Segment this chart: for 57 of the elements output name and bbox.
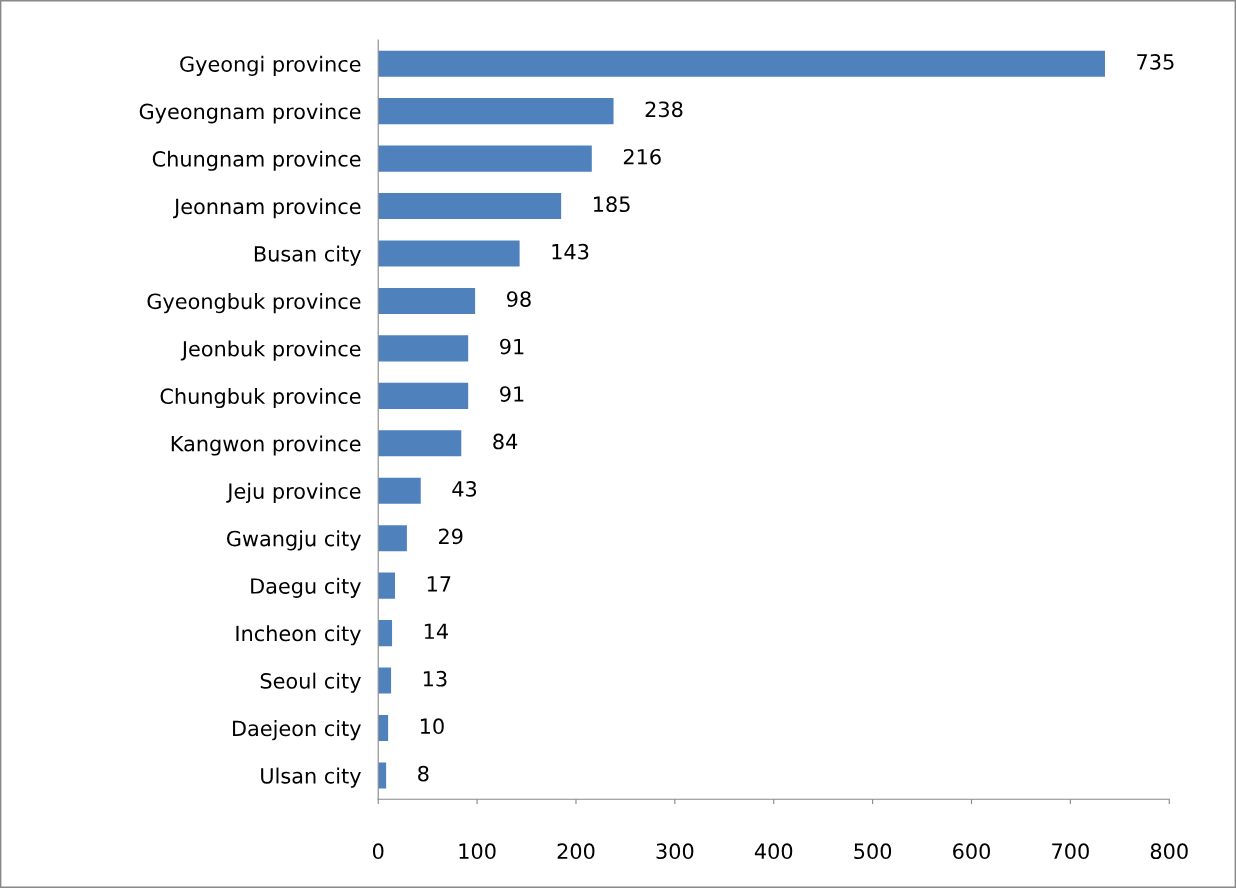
bar bbox=[378, 714, 389, 742]
x-tick-label: 800 bbox=[1150, 843, 1188, 860]
y-tick-label: Kangwon province bbox=[171, 435, 361, 456]
bar bbox=[378, 192, 562, 220]
data-label: 84 bbox=[493, 433, 518, 450]
bar bbox=[378, 335, 469, 362]
bar bbox=[378, 287, 476, 314]
y-tick-label: Jeonbuk province bbox=[180, 340, 361, 361]
y-tick-label: Daegu city bbox=[251, 577, 361, 598]
y-tick-label: Incheon city bbox=[236, 625, 361, 646]
x-tick-label: 500 bbox=[854, 843, 892, 860]
x-tick-label: 200 bbox=[557, 843, 595, 860]
x-tick-label: 0 bbox=[372, 843, 384, 860]
data-label: 29 bbox=[438, 528, 463, 545]
bar bbox=[378, 477, 421, 504]
bar bbox=[378, 50, 1105, 77]
bar bbox=[378, 620, 393, 647]
x-tick-label: 400 bbox=[754, 843, 793, 860]
data-label: 43 bbox=[452, 481, 477, 497]
data-label: 8 bbox=[418, 765, 429, 782]
y-tick-label: Gyeongbuk province bbox=[147, 293, 361, 314]
bar bbox=[378, 525, 407, 552]
y-tick-label: Daejeon city bbox=[233, 720, 361, 741]
x-tick-label: 700 bbox=[1052, 843, 1089, 860]
bar bbox=[378, 667, 392, 694]
y-tick-label: Jeonnam province bbox=[173, 198, 361, 219]
y-tick-label: Chungbuk province bbox=[160, 387, 361, 409]
x-tick-label: 300 bbox=[656, 843, 694, 860]
y-tick-label: Jeju province bbox=[226, 482, 361, 504]
data-label: 10 bbox=[420, 718, 444, 735]
y-tick-label: Gyeongi province bbox=[180, 55, 361, 76]
data-label: 13 bbox=[423, 670, 447, 687]
data-label: 216 bbox=[623, 148, 661, 165]
data-label: 91 bbox=[500, 386, 524, 402]
y-tick-label: Gwangju city bbox=[226, 530, 361, 551]
y-tick-label: Ulsan city bbox=[261, 767, 361, 788]
bar bbox=[378, 762, 387, 789]
data-label: 14 bbox=[424, 623, 448, 639]
data-label: 98 bbox=[506, 291, 531, 307]
y-tick-label: Chungnam province bbox=[152, 150, 361, 171]
x-tick-label: 600 bbox=[953, 843, 990, 860]
bar bbox=[378, 98, 614, 125]
data-label: 238 bbox=[645, 101, 683, 118]
bar bbox=[378, 382, 469, 409]
bar bbox=[378, 240, 520, 267]
bar bbox=[378, 145, 592, 172]
data-label: 735 bbox=[1137, 53, 1174, 70]
data-label: 143 bbox=[552, 243, 589, 260]
y-tick-label: Gyeongnam province bbox=[139, 103, 361, 124]
bar bbox=[378, 572, 396, 599]
data-label: 185 bbox=[593, 196, 630, 213]
y-tick-label: Busan city bbox=[254, 245, 361, 266]
data-label: 17 bbox=[427, 576, 451, 592]
data-label: 91 bbox=[500, 338, 524, 355]
y-tick-label: Seoul city bbox=[260, 672, 361, 693]
bar bbox=[378, 430, 462, 457]
x-tick-label: 100 bbox=[459, 843, 496, 860]
